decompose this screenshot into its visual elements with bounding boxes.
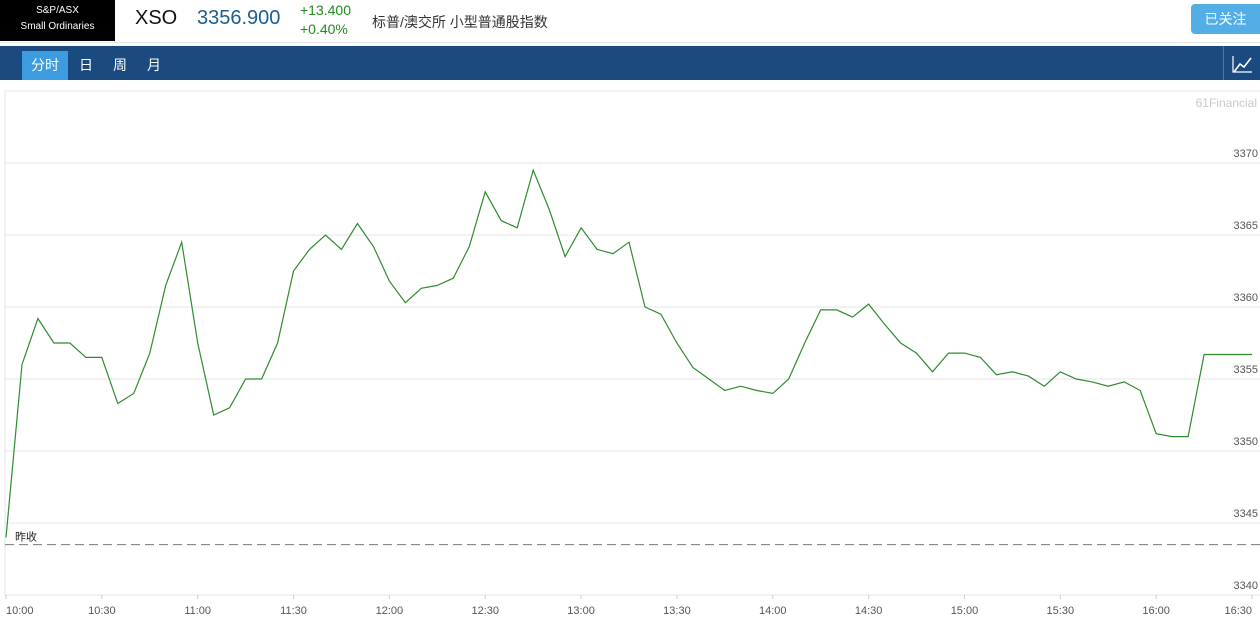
x-tick-label: 16:30 xyxy=(1224,605,1252,617)
tab[interactable]: 月 xyxy=(147,57,161,73)
header: S&P/ASX Small Ordinaries XSO 3356.900 +1… xyxy=(0,0,1260,43)
x-tick-label: 14:30 xyxy=(855,605,883,617)
watermark: 61Financial xyxy=(1196,96,1257,110)
x-tick-label: 10:30 xyxy=(88,605,116,617)
y-tick-label: 3345 xyxy=(1234,508,1258,520)
logo-line: Small Ordinaries xyxy=(20,21,95,32)
y-tick-label: 3350 xyxy=(1234,436,1258,448)
x-tick-label: 11:00 xyxy=(184,605,211,617)
x-tick-label: 12:30 xyxy=(471,605,499,617)
y-tick-label: 3360 xyxy=(1234,292,1258,304)
x-tick-label: 14:00 xyxy=(759,605,787,617)
x-tick-label: 15:00 xyxy=(951,605,979,617)
price-line xyxy=(5,168,1252,538)
y-tick-label: 3340 xyxy=(1234,580,1258,592)
x-tick-label: 16:00 xyxy=(1142,605,1170,617)
symbol: XSO xyxy=(135,7,178,29)
chart: 61Financial 3340 3345 3350 3355 3360 3365 3370… xyxy=(4,90,1260,617)
chart-icon[interactable] xyxy=(1223,46,1260,80)
y-tick-label: 3365 xyxy=(1234,220,1258,232)
x-tick-label: 13:00 xyxy=(567,605,595,617)
x-tick-label: 12:00 xyxy=(376,605,404,617)
change: +13.400 +0.40% xyxy=(300,1,351,39)
change-abs: +13.400 xyxy=(300,2,351,18)
x-tick-label: 10:00 xyxy=(6,605,34,617)
tab-bar: 分时 日 周 月 xyxy=(0,46,1260,80)
y-tick-label: 3370 xyxy=(1234,148,1258,160)
x-tick-label: 13:30 xyxy=(663,605,691,617)
logo-line: S&P/ASX xyxy=(36,5,79,16)
follow-button[interactable]: 已关注 xyxy=(1191,4,1260,34)
tab[interactable]: 日 xyxy=(79,57,93,73)
prev-close-label: 昨收 xyxy=(15,530,37,544)
x-tick-label: 11:30 xyxy=(280,605,307,617)
change-pct: +0.40% xyxy=(300,21,348,37)
index-name: 标普/澳交所 小型普通股指数 xyxy=(372,14,548,30)
x-tick-label: 15:30 xyxy=(1047,605,1075,617)
tab[interactable]: 周 xyxy=(113,57,127,73)
chart-icon-glyph xyxy=(1232,56,1252,73)
tab[interactable]: 分时 xyxy=(22,51,68,80)
logo: S&P/ASX Small Ordinaries xyxy=(0,0,115,41)
y-tick-label: 3355 xyxy=(1234,364,1258,376)
price: 3356.900 xyxy=(197,7,281,29)
